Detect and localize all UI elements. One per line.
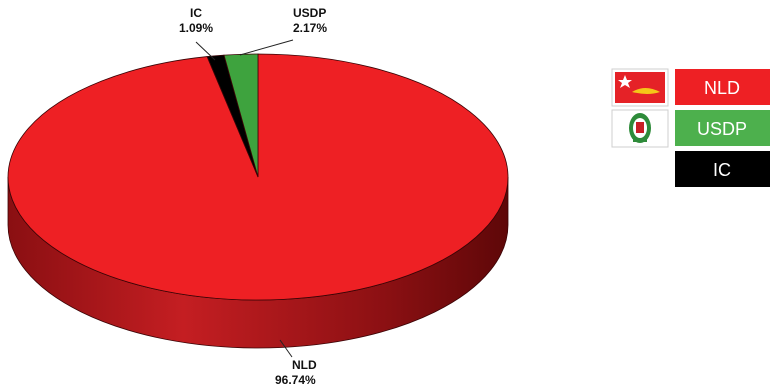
legend-label-usdp: USDP: [697, 119, 747, 139]
legend-label-nld: NLD: [704, 78, 740, 98]
nld-flag-icon: [611, 68, 669, 107]
ic-label-value: 1.09%: [179, 21, 213, 35]
nld-label-value: 96.74%: [275, 373, 316, 387]
ic-label-name: IC: [190, 6, 202, 20]
usdp-emblem-icon: [611, 109, 669, 148]
pie-group: [7, 53, 509, 349]
usdp-label-value: 2.17%: [293, 21, 327, 35]
legend: NLD USDP IC: [611, 68, 770, 187]
legend-swatch-ic: [675, 151, 770, 187]
legend-swatch-usdp: [675, 110, 770, 146]
ic-leader-line: [195, 41, 216, 61]
leader-lines: [195, 39, 294, 358]
nld-label-name: NLD: [292, 358, 317, 372]
usdp-label-name: USDP: [293, 6, 326, 20]
legend-label-ic: IC: [713, 160, 731, 180]
legend-swatch-nld: [675, 69, 770, 105]
usdp-leader-line: [239, 39, 294, 56]
nld-leader-line: [279, 339, 293, 358]
